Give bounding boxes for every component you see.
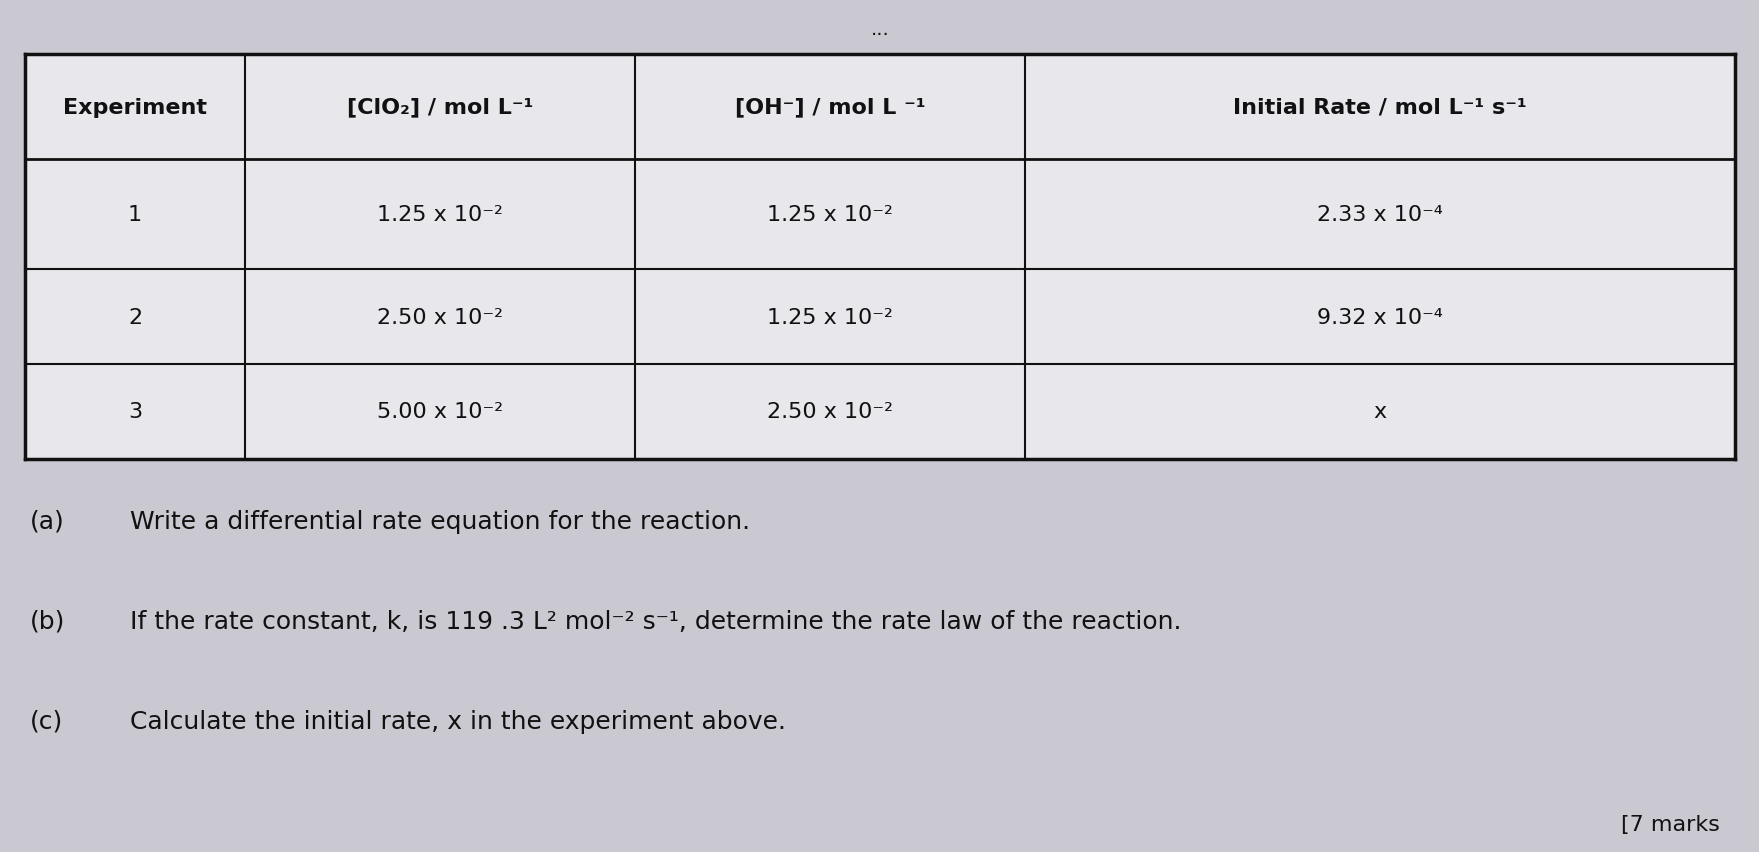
Text: [7 marks: [7 marks	[1622, 814, 1720, 834]
Text: (c): (c)	[30, 709, 63, 733]
Text: 2.50 x 10⁻²: 2.50 x 10⁻²	[376, 307, 503, 327]
Text: If the rate constant, k, is 119 .3 L² mol⁻² s⁻¹, determine the rate law of the r: If the rate constant, k, is 119 .3 L² mo…	[130, 609, 1182, 633]
Text: [ClO₂] / mol L⁻¹: [ClO₂] / mol L⁻¹	[347, 97, 533, 118]
Text: (b): (b)	[30, 609, 65, 633]
Text: ...: ...	[871, 20, 890, 39]
Bar	[25, 55, 1734, 459]
Text: Experiment: Experiment	[63, 97, 208, 118]
Text: 9.32 x 10⁻⁴: 9.32 x 10⁻⁴	[1317, 307, 1442, 327]
Text: Calculate the initial rate, x in the experiment above.: Calculate the initial rate, x in the exp…	[130, 709, 786, 733]
Text: 3: 3	[128, 402, 142, 422]
Text: 1: 1	[128, 204, 142, 225]
Text: 1.25 x 10⁻²: 1.25 x 10⁻²	[767, 204, 894, 225]
Text: Write a differential rate equation for the reaction.: Write a differential rate equation for t…	[130, 509, 749, 533]
Text: 1.25 x 10⁻²: 1.25 x 10⁻²	[767, 307, 894, 327]
Text: x: x	[1374, 402, 1386, 422]
Text: 1.25 x 10⁻²: 1.25 x 10⁻²	[376, 204, 503, 225]
Text: 2.33 x 10⁻⁴: 2.33 x 10⁻⁴	[1317, 204, 1442, 225]
Text: 2: 2	[128, 307, 142, 327]
Text: 5.00 x 10⁻²: 5.00 x 10⁻²	[376, 402, 503, 422]
Text: Initial Rate / mol L⁻¹ s⁻¹: Initial Rate / mol L⁻¹ s⁻¹	[1233, 97, 1527, 118]
Text: [OH⁻] / mol L ⁻¹: [OH⁻] / mol L ⁻¹	[735, 97, 925, 118]
Text: (a): (a)	[30, 509, 65, 533]
Text: 2.50 x 10⁻²: 2.50 x 10⁻²	[767, 402, 894, 422]
